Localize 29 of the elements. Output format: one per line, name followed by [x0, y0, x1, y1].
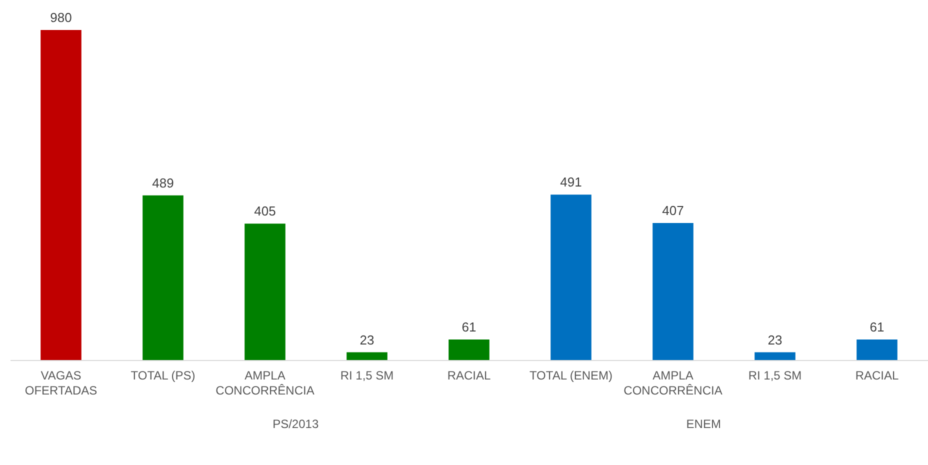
data-label: 980	[50, 10, 72, 25]
bar	[142, 195, 184, 360]
text: PS/2013	[272, 417, 319, 431]
x-tick-label: RACIAL	[447, 368, 491, 382]
x-tick-label: RI 1,5 SM	[748, 368, 802, 382]
x-tick-label: TOTAL (PS)	[130, 368, 196, 382]
bar	[40, 30, 82, 360]
x-tick-label: AMPLA CONCORRÊNCIA	[624, 368, 722, 398]
bar	[652, 222, 694, 360]
x-tick-label: TOTAL (ENEM)	[529, 368, 613, 382]
x-tick-label: RI 1,5 SM	[340, 368, 394, 382]
data-label: 407	[662, 202, 684, 218]
bar	[244, 224, 286, 360]
data-label: 23	[768, 332, 782, 348]
data-label: 61	[462, 319, 476, 334]
text: ENEM	[686, 417, 721, 431]
data-label: 405	[254, 204, 276, 219]
x-tick-label: VAGAS OFERTADAS	[24, 368, 98, 398]
x-tick-label: RACIAL	[855, 368, 899, 382]
bar	[346, 352, 388, 360]
bar	[856, 339, 898, 360]
bar	[754, 352, 796, 360]
data-label: 23	[360, 332, 374, 348]
data-label: 491	[560, 174, 582, 190]
data-label: 489	[152, 175, 174, 190]
bar	[550, 194, 592, 360]
data-label: 61	[870, 319, 884, 334]
x-tick-label: AMPLA CONCORRÊNCIA	[216, 368, 314, 398]
bar	[448, 339, 490, 360]
